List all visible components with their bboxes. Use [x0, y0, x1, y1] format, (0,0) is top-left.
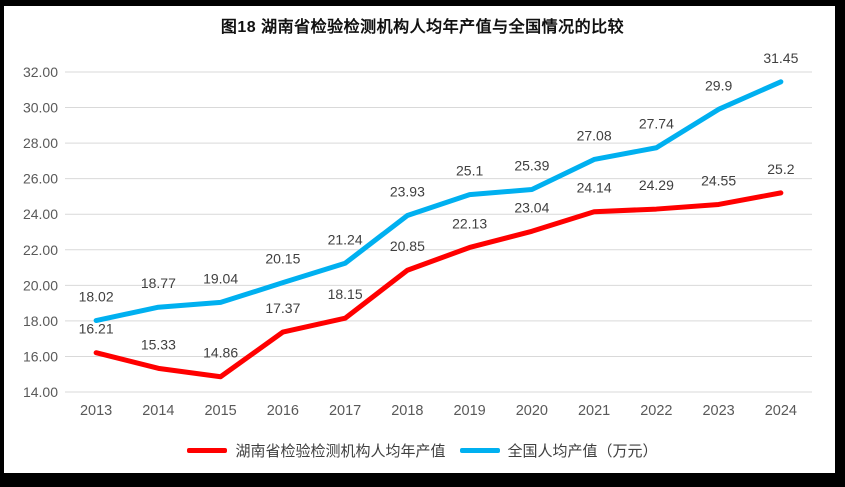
data-label: 27.74 [639, 116, 674, 132]
data-label: 15.33 [141, 336, 176, 352]
legend-label-national: 全国人均产值（万元） [507, 443, 658, 460]
y-axis-tick-label: 20.00 [23, 277, 58, 293]
data-label: 25.39 [514, 158, 549, 174]
y-axis-tick-label: 14.00 [23, 384, 58, 400]
frame-border-right [835, 0, 845, 487]
data-label: 17.37 [265, 300, 300, 316]
x-axis-tick-label: 2014 [142, 403, 174, 419]
y-axis-tick-label: 18.00 [23, 313, 58, 329]
data-label: 18.77 [141, 275, 176, 291]
series-line-1 [93, 79, 784, 324]
x-axis-tick-label: 2024 [765, 403, 797, 419]
data-label: 24.55 [701, 172, 736, 188]
y-axis-tick-label: 32.00 [23, 64, 58, 80]
x-axis-tick-label: 2015 [204, 403, 236, 419]
chart-legend: 湖南省检验检测机构人均年产值 全国人均产值（万元） [0, 440, 845, 461]
data-label: 21.24 [328, 231, 363, 247]
x-axis-tick-label: 2019 [453, 403, 485, 419]
x-axis-tick-label: 2021 [578, 403, 610, 419]
legend-line-swatch-red [187, 448, 228, 453]
data-label: 22.13 [452, 215, 487, 231]
x-axis-tick-label: 2023 [702, 403, 734, 419]
data-label: 20.15 [265, 251, 300, 267]
x-axis-tick-label: 2022 [640, 403, 672, 419]
data-label: 31.45 [763, 50, 798, 66]
data-label: 29.9 [705, 77, 732, 93]
y-axis-tick-label: 16.00 [23, 348, 58, 364]
x-axis-tick-label: 2018 [391, 403, 423, 419]
data-label: 27.08 [577, 127, 612, 143]
legend-label-hunan: 湖南省检验检测机构人均年产值 [235, 443, 446, 460]
data-label: 25.1 [456, 163, 483, 179]
y-axis-tick-label: 22.00 [23, 242, 58, 258]
legend-line-swatch-blue [459, 448, 500, 453]
x-axis-tick-label: 2016 [267, 403, 299, 419]
data-label: 25.2 [767, 161, 794, 177]
legend-item-hunan: 湖南省检验检测机构人均年产值 [187, 440, 446, 461]
y-axis-tick-label: 24.00 [23, 206, 58, 222]
y-axis-tick-label: 30.00 [23, 100, 58, 116]
x-axis-tick-label: 2013 [80, 403, 112, 419]
data-label: 23.04 [514, 199, 549, 215]
legend-item-national: 全国人均产值（万元） [459, 440, 658, 461]
y-axis-tick-label: 28.00 [23, 135, 58, 151]
data-label: 18.02 [79, 289, 114, 305]
data-label: 23.93 [390, 183, 425, 199]
data-label: 20.85 [390, 238, 425, 254]
series-line-0 [93, 190, 784, 380]
frame-border-left [0, 0, 4, 487]
data-label: 16.21 [79, 321, 114, 337]
x-axis-tick-label: 2017 [329, 403, 361, 419]
data-label: 19.04 [203, 270, 238, 286]
data-label: 14.86 [203, 345, 238, 361]
frame-border-top [0, 0, 845, 6]
frame-border-bottom [0, 473, 845, 487]
chart-title: 图18 湖南省检验检测机构人均年产值与全国情况的比较 [220, 19, 625, 36]
data-label: 24.14 [577, 180, 612, 196]
x-axis-tick-label: 2020 [516, 403, 548, 419]
data-label: 24.29 [639, 177, 674, 193]
y-axis-tick-label: 26.00 [23, 171, 58, 187]
data-label: 18.15 [328, 286, 363, 302]
